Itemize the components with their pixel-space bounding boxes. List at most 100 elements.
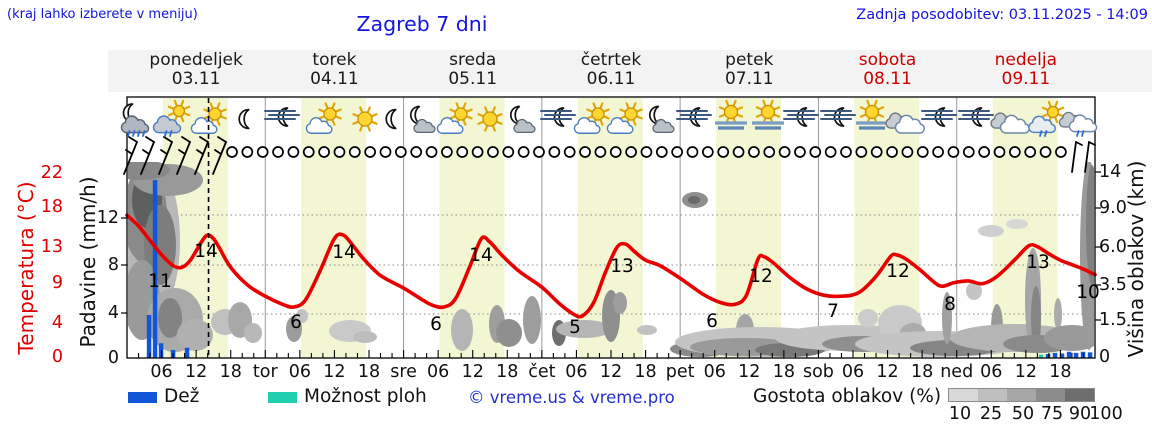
calm-wind-icon — [794, 146, 806, 158]
day-header-name: ponedeljek — [149, 50, 243, 70]
sun-rain-icon — [152, 99, 191, 137]
density-tick-label: 90 — [1068, 404, 1092, 424]
day-header-name: sobota — [858, 50, 917, 70]
temperature-tick-label: 22 — [40, 163, 63, 183]
calm-wind-icon — [609, 146, 622, 158]
rain-legend-swatch — [128, 392, 157, 403]
calm-wind-icon — [809, 146, 822, 158]
temperature-tick-label: 0 — [51, 347, 63, 367]
density-swatch — [978, 389, 1007, 401]
menu-hint-text: (kraj lahko izberete v meniju) — [7, 7, 198, 22]
temperature-tick-label: 4 — [51, 313, 63, 333]
precipitation-tick-label: 8 — [107, 255, 119, 275]
hour-axis-label: 06 — [150, 362, 173, 382]
calm-wind-icon — [471, 146, 484, 158]
temperature-value-label: 13 — [610, 256, 634, 277]
calm-wind-icon — [379, 146, 392, 158]
hour-axis-label: 18 — [911, 362, 934, 382]
precipitation-tick-label: 4 — [107, 303, 119, 323]
calm-wind-icon — [487, 146, 499, 158]
moon-icon — [385, 108, 397, 130]
day-header-date: 03.11 — [171, 69, 221, 89]
daylight-band — [301, 98, 367, 358]
calm-wind-icon — [916, 146, 929, 158]
calm-wind-icon — [717, 146, 730, 158]
day-header-name: četrtek — [580, 50, 642, 70]
day-axis-label: sob — [802, 362, 834, 382]
temperature-tick-label: 18 — [40, 197, 63, 217]
calm-wind-icon — [824, 146, 837, 158]
cloud-density-layer — [128, 162, 1094, 357]
hour-axis-label: 06 — [703, 362, 726, 382]
calm-wind-icon — [778, 146, 791, 158]
moon-rain-icon — [120, 103, 150, 137]
moon-icon — [238, 108, 250, 130]
temperature-value-label: 14 — [194, 241, 218, 262]
moon-fog-icon — [540, 107, 576, 127]
temperature-value-label: 13 — [1026, 252, 1050, 273]
day-axis-label: sre — [390, 362, 417, 382]
page-title: Zagreb 7 dni — [356, 12, 488, 36]
cloud-height-tick-label: 0 — [1099, 347, 1111, 367]
day-header-name: petek — [725, 50, 774, 70]
density-tick-label: 10 — [948, 404, 972, 424]
cloud-height-tick-label: 14 — [1099, 162, 1122, 182]
precipitation-tick-label: 0 — [107, 348, 119, 368]
calm-wind-icon — [886, 146, 898, 158]
day-header-date: 06.11 — [586, 69, 636, 89]
calm-wind-icon — [395, 146, 407, 158]
hour-axis-label: 18 — [496, 362, 519, 382]
moon-fog-icon — [820, 107, 856, 127]
moon-cloud-icon — [409, 105, 436, 133]
calm-wind-icon — [655, 146, 668, 158]
cloud-height-tick-label: 9.0 — [1099, 198, 1127, 218]
calm-wind-icon — [579, 146, 591, 158]
moon-fog-icon — [958, 107, 994, 127]
day-axis-label: ned — [940, 362, 974, 382]
day-header-name: sreda — [449, 50, 497, 70]
day-header-date: 04.11 — [310, 69, 359, 89]
hour-axis-label: 06 — [980, 362, 1003, 382]
calm-wind-icon — [517, 146, 530, 158]
temperature-value-label: 5 — [569, 317, 581, 338]
moon-fog-icon — [264, 107, 300, 127]
hour-axis-label: 12 — [599, 362, 623, 382]
day-axis-label: čet — [528, 362, 556, 382]
hour-axis-label: 12 — [1014, 362, 1037, 382]
calm-wind-icon — [901, 146, 914, 158]
sun-cloud-icon — [606, 102, 643, 134]
rain-legend-label: Dež — [164, 386, 200, 407]
showers-legend-label: Možnost ploh — [304, 386, 427, 407]
copyright-link[interactable]: © vreme.us & vreme.pro — [468, 388, 675, 407]
calm-wind-icon — [962, 146, 975, 158]
density-tick-label: 75 — [1040, 404, 1064, 424]
density-swatch — [1036, 389, 1065, 401]
density-tick-label: 50 — [1011, 404, 1035, 424]
cloud-density-legend-label: Gostota oblakov (%) — [753, 386, 942, 407]
temperature-value-label: 14 — [469, 245, 493, 266]
day-axis-label: pet — [665, 362, 695, 382]
calm-wind-icon — [1055, 146, 1067, 158]
calm-wind-icon — [1024, 146, 1037, 158]
day-header-date: 09.11 — [1001, 69, 1051, 89]
calm-wind-icon — [870, 146, 883, 158]
calm-wind-icon — [333, 146, 346, 158]
moon-fog-icon — [676, 107, 712, 127]
showers-legend-swatch — [268, 392, 297, 403]
temperature-value-label: 12 — [886, 261, 910, 282]
calm-wind-icon — [1039, 146, 1052, 158]
hour-axis-label: 12 — [876, 362, 899, 382]
sun-fog-icon — [752, 99, 784, 130]
hour-axis-label: 18 — [219, 362, 242, 382]
calm-wind-icon — [287, 146, 300, 158]
sun-drizzle-icon — [1028, 100, 1065, 137]
moon-fog-icon — [783, 107, 819, 127]
density-tick-label: 25 — [979, 404, 1003, 424]
cloud-density-colorbar — [948, 388, 1095, 402]
precipitation-tick-label: 12 — [96, 208, 119, 228]
calm-wind-icon — [686, 146, 699, 158]
calm-wind-icon — [348, 146, 361, 158]
temperature-value-label: 8 — [944, 294, 956, 315]
temperature-value-label: 14 — [332, 242, 356, 263]
temperature-value-label: 6 — [290, 312, 302, 333]
